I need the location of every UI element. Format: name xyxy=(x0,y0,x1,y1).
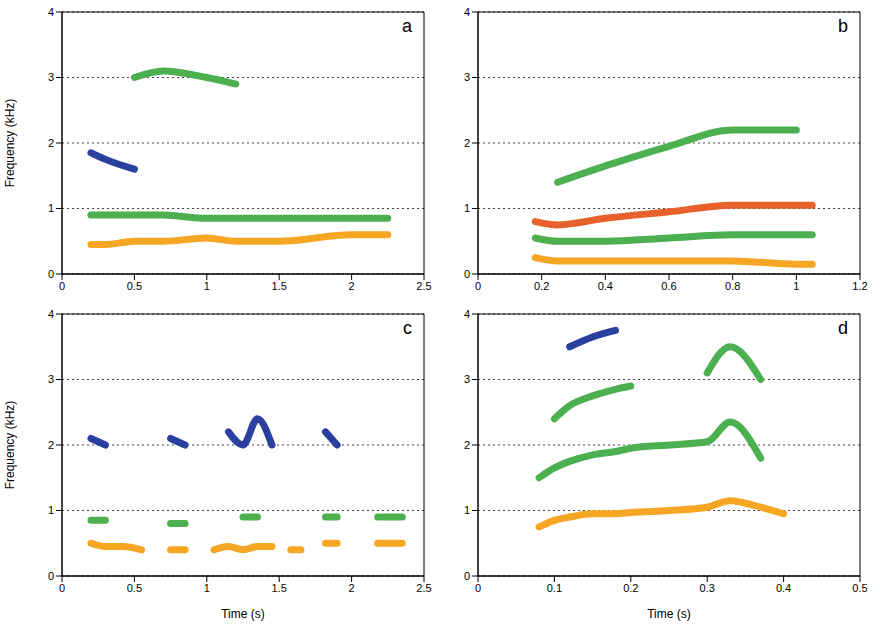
svg-text:0: 0 xyxy=(48,570,54,582)
svg-text:1: 1 xyxy=(464,504,470,516)
svg-text:4: 4 xyxy=(464,308,470,320)
svg-text:2: 2 xyxy=(464,137,470,149)
svg-text:1: 1 xyxy=(793,280,799,292)
svg-text:2.5: 2.5 xyxy=(416,582,431,594)
svg-text:0.8: 0.8 xyxy=(725,280,740,292)
svg-text:0: 0 xyxy=(464,268,470,280)
svg-text:0: 0 xyxy=(59,280,65,292)
svg-text:1: 1 xyxy=(48,504,54,516)
svg-text:2: 2 xyxy=(349,280,355,292)
svg-text:3: 3 xyxy=(48,373,54,385)
html-text:d: d xyxy=(838,318,848,338)
svg-text:1: 1 xyxy=(204,582,210,594)
svg-text:0.2: 0.2 xyxy=(623,582,638,594)
svg-text:4: 4 xyxy=(464,6,470,18)
svg-text:0.6: 0.6 xyxy=(661,280,676,292)
svg-text:Time (s): Time (s) xyxy=(647,607,691,621)
svg-text:0: 0 xyxy=(475,280,481,292)
svg-text:4: 4 xyxy=(48,6,54,18)
svg-text:1.5: 1.5 xyxy=(272,280,287,292)
svg-text:0.4: 0.4 xyxy=(776,582,791,594)
svg-text:0.1: 0.1 xyxy=(547,582,562,594)
svg-text:1: 1 xyxy=(464,202,470,214)
svg-text:0: 0 xyxy=(48,268,54,280)
svg-text:0: 0 xyxy=(475,582,481,594)
svg-text:Time (s): Time (s) xyxy=(221,607,265,621)
svg-text:4: 4 xyxy=(48,308,54,320)
html-text:c: c xyxy=(403,318,412,338)
svg-text:Frequency (kHz): Frequency (kHz) xyxy=(3,401,17,490)
svg-text:1.5: 1.5 xyxy=(272,582,287,594)
svg-text:Frequency (kHz): Frequency (kHz) xyxy=(3,99,17,188)
svg-text:3: 3 xyxy=(48,71,54,83)
svg-text:0.3: 0.3 xyxy=(700,582,715,594)
svg-text:0: 0 xyxy=(59,582,65,594)
svg-text:2: 2 xyxy=(464,439,470,451)
svg-text:0.5: 0.5 xyxy=(127,582,142,594)
html-text:b: b xyxy=(838,16,848,36)
svg-text:0: 0 xyxy=(464,570,470,582)
svg-text:3: 3 xyxy=(464,71,470,83)
svg-text:2: 2 xyxy=(48,137,54,149)
svg-text:1.2: 1.2 xyxy=(852,280,867,292)
svg-text:0.5: 0.5 xyxy=(127,280,142,292)
svg-text:2.5: 2.5 xyxy=(416,280,431,292)
svg-text:2: 2 xyxy=(349,582,355,594)
svg-text:1: 1 xyxy=(48,202,54,214)
svg-text:0.5: 0.5 xyxy=(852,582,867,594)
svg-text:1: 1 xyxy=(204,280,210,292)
html-text:a: a xyxy=(402,16,412,36)
svg-text:2: 2 xyxy=(48,439,54,451)
svg-text:3: 3 xyxy=(464,373,470,385)
svg-text:0.4: 0.4 xyxy=(598,280,613,292)
svg-text:0.2: 0.2 xyxy=(534,280,549,292)
